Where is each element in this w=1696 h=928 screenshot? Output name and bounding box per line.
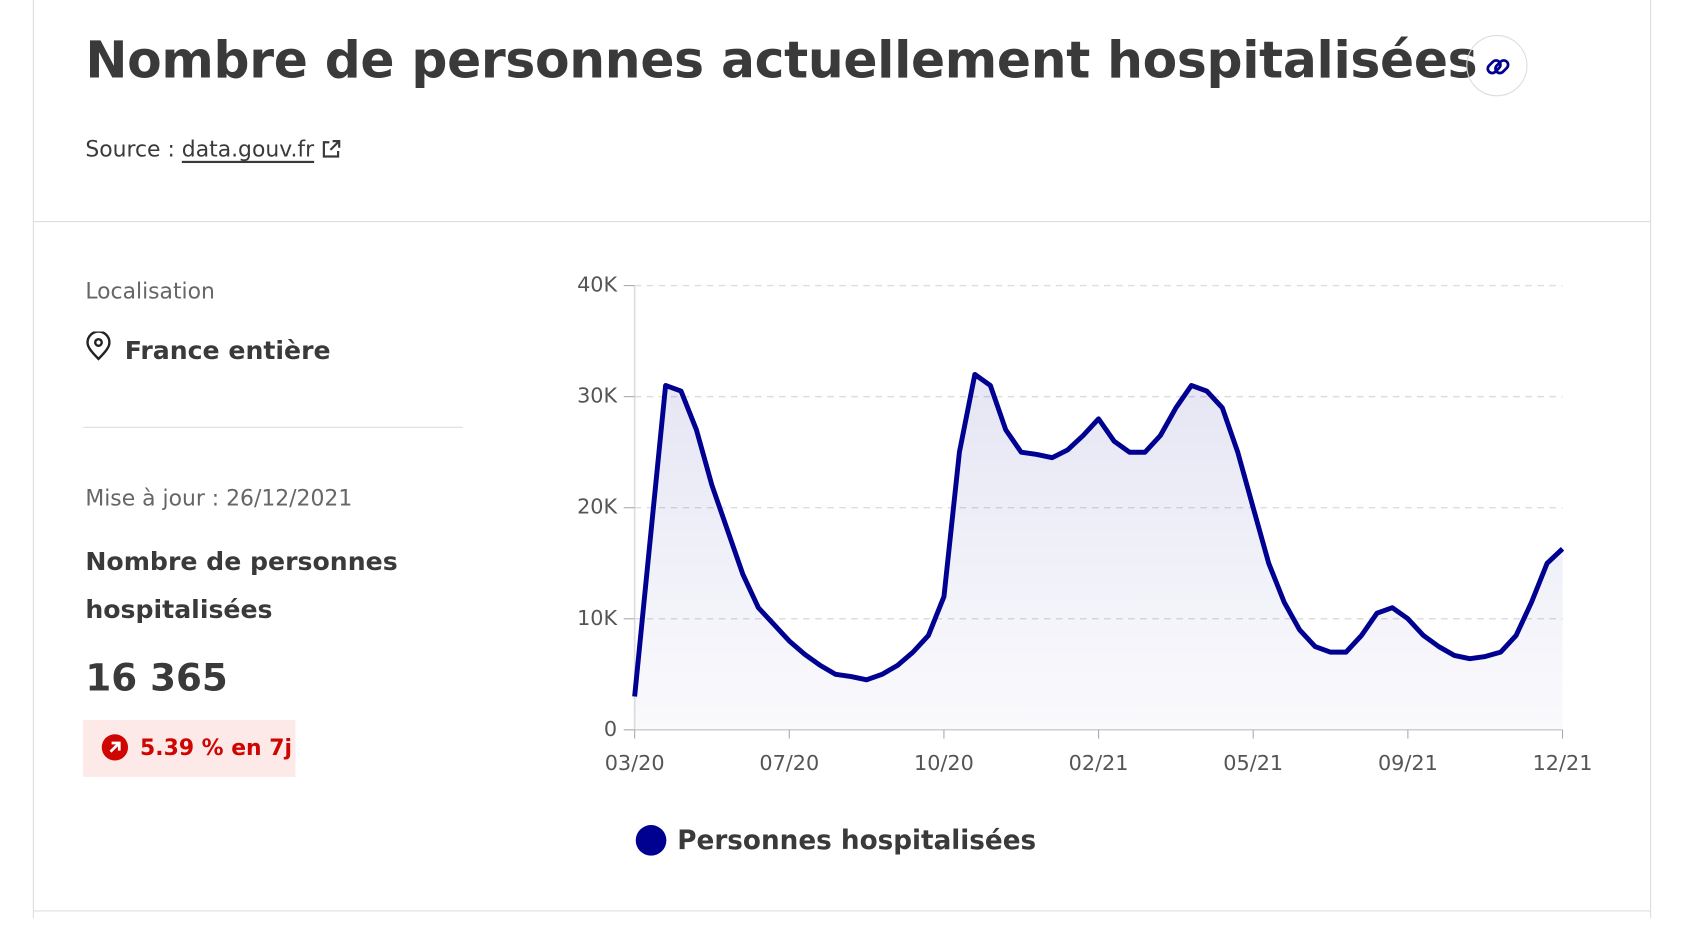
link-icon [1486,59,1510,75]
x-tick-label: 12/21 [1533,751,1593,775]
card [32,0,1652,919]
y-tick-label: 40K [577,273,618,297]
line [632,371,1565,697]
y-tick-label: 0 [604,717,617,741]
x-tick-label: 09/21 [1378,751,1438,775]
location: France entière [124,337,331,366]
y-tick-label: 30K [577,384,618,408]
source-label: Source : [85,135,175,162]
legend-label: Personnes hospitalisées [677,826,1036,856]
source: Source : data.gouv.fr [85,136,343,162]
updated: Mise à jour : 26/12/2021 [85,484,353,511]
change: 5.39 % en 7j [140,734,292,761]
divider [83,426,463,428]
area [634,374,1563,730]
separator [32,221,1651,223]
external-icon [323,140,341,158]
x-tick-label: 07/20 [759,751,819,775]
indicator: Nombre de personnes hospitalisées [85,548,398,625]
change-badge: 5.39 % en 7j [83,719,296,777]
up-arrow-icon [101,734,129,761]
copy-link-button[interactable] [1466,35,1528,97]
legend-marker [635,825,667,856]
x-tick-label: 03/20 [605,751,665,775]
source-link[interactable]: data.gouv.fr [181,135,315,162]
separator [32,910,1651,912]
y-tick-label: 10K [577,606,618,630]
location-label: Localisation [85,277,215,305]
x-tick-label: 05/21 [1223,751,1283,775]
title: Nombre de personnes actuellement hospita… [85,30,1478,90]
x-tick-label: 10/20 [914,751,974,775]
y-tick-label: 20K [577,495,618,519]
x-tick-label: 02/21 [1069,751,1129,775]
pin-icon [86,331,111,361]
value: 16 365 [85,656,228,701]
